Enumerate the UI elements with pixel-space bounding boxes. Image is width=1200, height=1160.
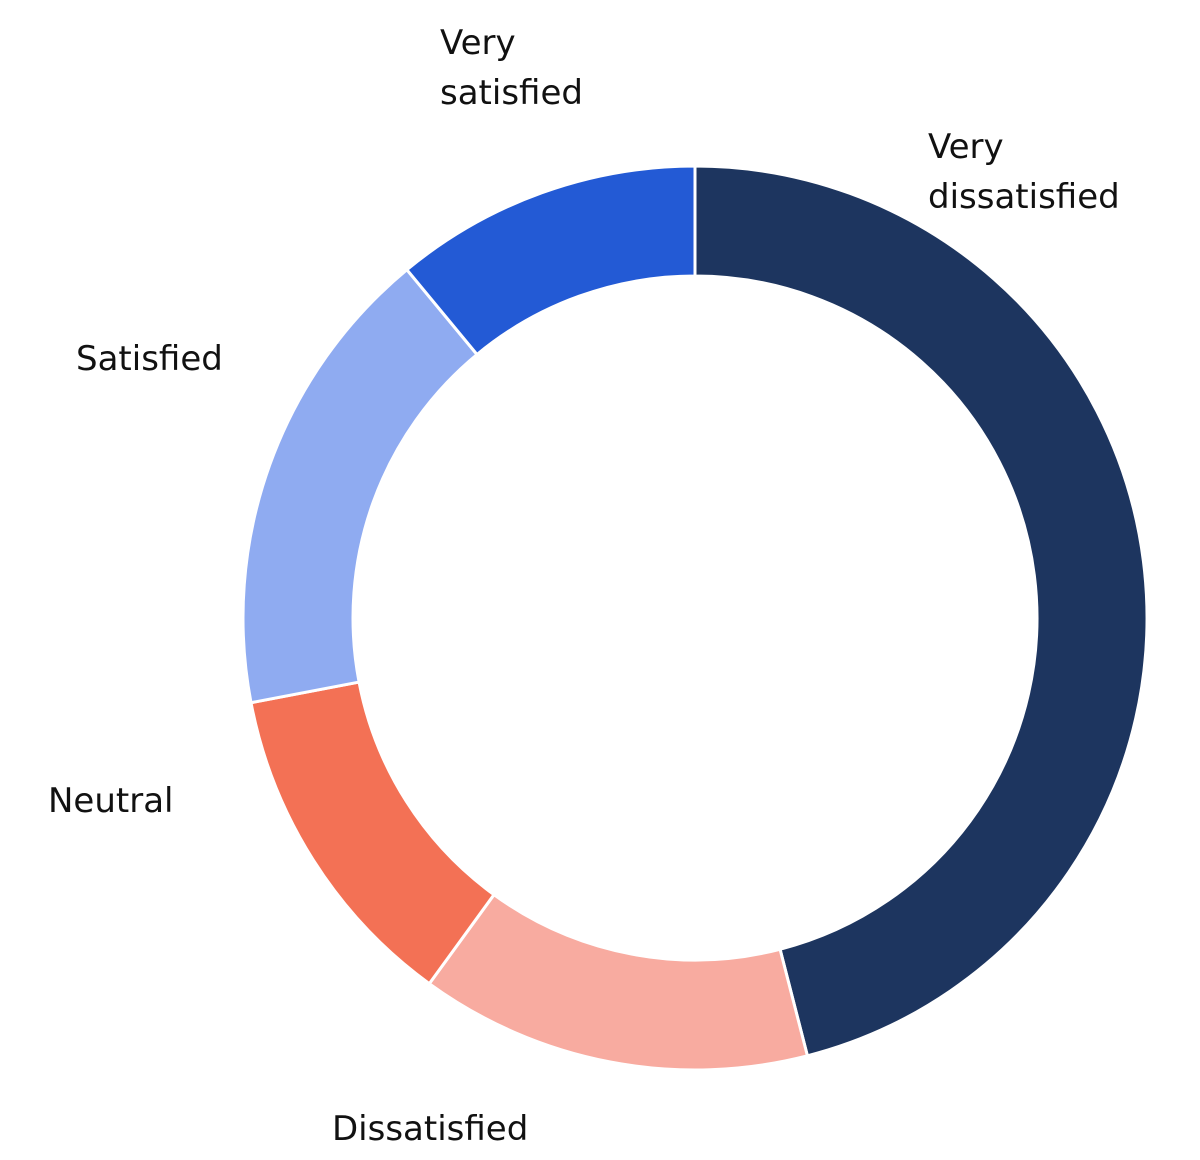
- donut-slices: [241, 164, 1149, 1072]
- label-very-satisfied: Very satisfied: [440, 23, 583, 113]
- label-very-dissatisfied-line-2: dissatisfied: [928, 177, 1120, 217]
- slice-satisfied: [241, 267, 480, 705]
- slice-very-dissatisfied: [693, 164, 1149, 1058]
- label-very-satisfied-line-1: Very: [440, 23, 516, 63]
- slice-labels: Very satisfied Very dissatisfied Satisfi…: [48, 23, 1120, 1149]
- label-very-satisfied-line-2: satisfied: [440, 73, 583, 113]
- slice-dissatisfied: [427, 892, 810, 1072]
- slice-neutral: [249, 680, 497, 986]
- label-satisfied: Satisfied: [76, 339, 223, 379]
- label-neutral: Neutral: [48, 781, 174, 821]
- label-very-dissatisfied: Very dissatisfied: [928, 127, 1120, 217]
- label-very-dissatisfied-line-1: Very: [928, 127, 1004, 167]
- label-dissatisfied: Dissatisfied: [332, 1109, 528, 1149]
- slice-very-satisfied: [404, 164, 697, 357]
